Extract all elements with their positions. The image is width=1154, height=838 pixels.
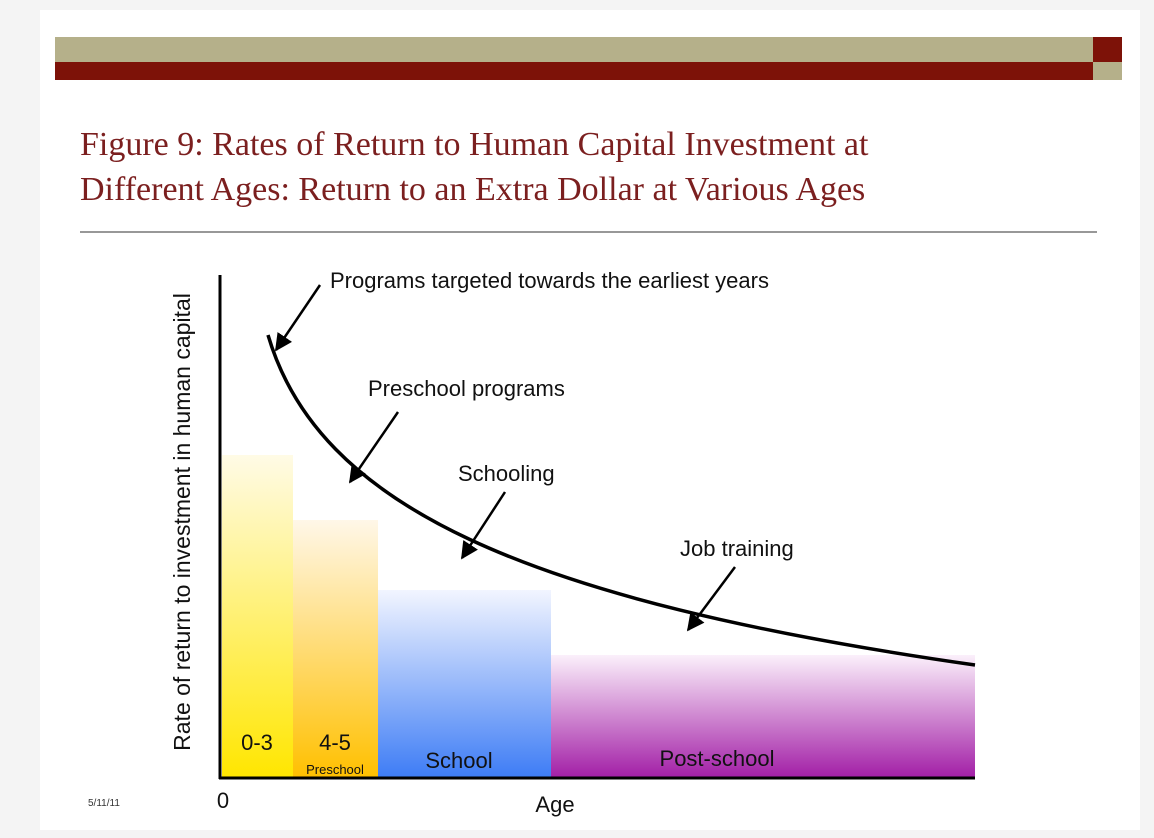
y-axis-label: Rate of return to investment in human ca… — [169, 293, 195, 751]
header-square — [1093, 62, 1122, 80]
region-label: 0-3 — [241, 730, 273, 755]
arrow — [348, 411, 400, 484]
region-label: 4-5 — [319, 730, 351, 755]
arrow — [460, 491, 507, 560]
title-line: Figure 9: Rates of Return to Human Capit… — [80, 126, 869, 163]
annotation: Preschool programs — [368, 376, 565, 401]
title-line: Different Ages: Return to an Extra Dolla… — [80, 171, 865, 208]
annotation: Job training — [680, 536, 794, 561]
origin-label: 0 — [217, 788, 229, 813]
arrow — [686, 566, 737, 632]
region-4-5 — [293, 520, 378, 778]
region-0-3 — [222, 455, 293, 778]
x-axis-label: Age — [535, 792, 574, 817]
region-school — [378, 590, 551, 778]
annotation: Programs targeted towards the earliest y… — [330, 268, 769, 293]
return-curve — [266, 334, 976, 667]
region-label: School — [425, 748, 492, 773]
annotation: Schooling — [458, 461, 555, 486]
header-bar — [55, 37, 1093, 62]
region-sublabel: Preschool — [306, 762, 364, 777]
header-bar — [55, 62, 1093, 80]
header-square — [1093, 37, 1122, 62]
slide-date: 5/11/11 — [88, 798, 120, 809]
region-post-school — [551, 655, 975, 778]
region-label: Post-school — [660, 746, 775, 771]
arrow — [274, 284, 322, 352]
